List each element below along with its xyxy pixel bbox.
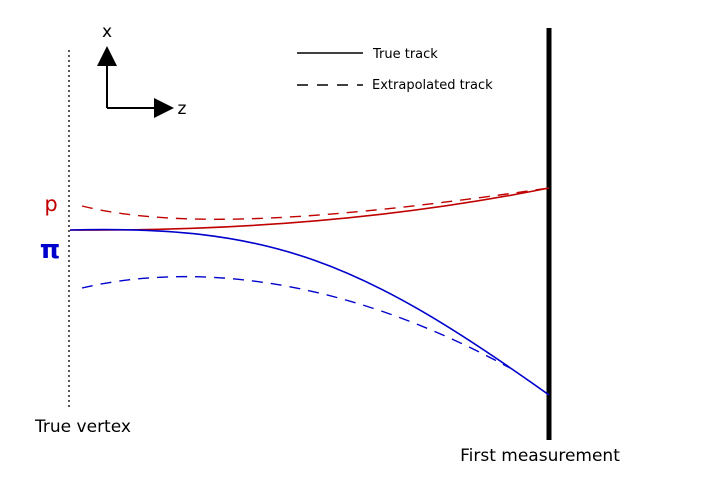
coordinate-axes: x z bbox=[97, 22, 187, 119]
proton-extrapolated-track bbox=[81, 187, 550, 220]
pion-label: π bbox=[40, 235, 61, 265]
legend-extrapolated-track-label: Extrapolated track bbox=[372, 78, 493, 93]
proton-label: p bbox=[44, 192, 57, 216]
first-measurement-label: First measurement bbox=[460, 446, 620, 466]
z-axis-label: z bbox=[178, 99, 187, 119]
true-vertex-label: True vertex bbox=[34, 417, 131, 437]
x-axis-label: x bbox=[102, 22, 112, 42]
proton-true-track bbox=[69, 187, 550, 231]
legend-true-track-label: True track bbox=[372, 47, 438, 62]
legend: True track Extrapolated track bbox=[297, 47, 493, 93]
pion-true-track bbox=[69, 228, 550, 396]
pion-extrapolated-track bbox=[81, 275, 511, 369]
